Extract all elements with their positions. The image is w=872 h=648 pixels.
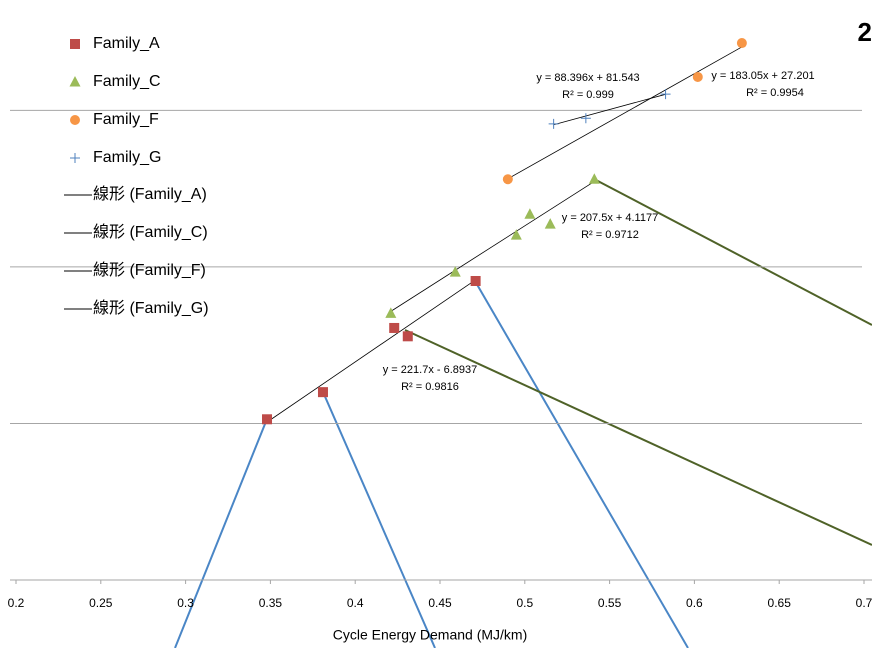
marker <box>660 89 671 100</box>
marker <box>544 218 556 229</box>
x-tick-label: 0.65 <box>768 596 792 610</box>
trendline-r-squared: R² = 0.999 <box>562 89 614 101</box>
x-tick-label: 0.3 <box>177 596 194 610</box>
x-axis-title: Cycle Energy Demand (MJ/km) <box>333 627 528 643</box>
marker <box>402 331 413 342</box>
x-tick-label: 0.5 <box>516 596 533 610</box>
legend-label: 線形 (Family_C) <box>93 223 208 241</box>
marker <box>548 118 559 129</box>
callout-lines <box>174 178 872 648</box>
marker <box>317 387 328 398</box>
marker <box>70 153 80 163</box>
legend-label: Family_C <box>93 73 161 90</box>
trendline-equation: y = 221.7x - 6.8937 <box>383 364 477 376</box>
legend-label: 線形 (Family_A) <box>93 185 207 203</box>
corner-text: 2 <box>858 17 872 47</box>
marker <box>69 76 81 87</box>
marker <box>70 115 80 125</box>
x-tick-label: 0.25 <box>89 596 113 610</box>
marker <box>470 275 481 286</box>
legend-label: 線形 (Family_F) <box>93 261 206 279</box>
x-tick-label: 0.7 <box>856 596 872 610</box>
marker <box>502 174 513 185</box>
x-tick-label: 0.6 <box>686 596 703 610</box>
trendline-r-squared: R² = 0.9954 <box>746 87 804 99</box>
marker <box>692 71 703 82</box>
marker <box>385 307 397 318</box>
x-tick-label: 0.45 <box>428 596 452 610</box>
trendline-equation: y = 183.05x + 27.201 <box>711 70 814 82</box>
legend-label: Family_G <box>93 149 161 166</box>
trendline <box>390 181 595 312</box>
legend-label: Family_F <box>93 111 159 128</box>
marker <box>449 266 461 277</box>
marker <box>262 414 273 425</box>
trendline <box>266 279 476 423</box>
x-tick-label: 0.4 <box>347 596 364 610</box>
trendline-equation: y = 88.396x + 81.543 <box>536 72 639 84</box>
marker <box>524 208 536 219</box>
marker <box>389 322 400 333</box>
trendline <box>507 46 743 180</box>
marker <box>70 39 80 49</box>
x-tick-label: 0.2 <box>8 596 25 610</box>
marker <box>588 173 600 184</box>
trendline-r-squared: R² = 0.9712 <box>581 229 639 241</box>
marker <box>736 38 747 49</box>
marker <box>580 113 591 124</box>
legend-label: 線形 (Family_G) <box>93 299 209 317</box>
legend-label: Family_A <box>93 35 160 52</box>
trendline <box>553 93 666 126</box>
trendline-equation: y = 207.5x + 4.1177 <box>562 212 658 224</box>
marker <box>510 229 522 240</box>
trendline-r-squared: R² = 0.9816 <box>401 381 459 393</box>
x-tick-label: 0.35 <box>259 596 283 610</box>
x-tick-label: 0.55 <box>598 596 622 610</box>
